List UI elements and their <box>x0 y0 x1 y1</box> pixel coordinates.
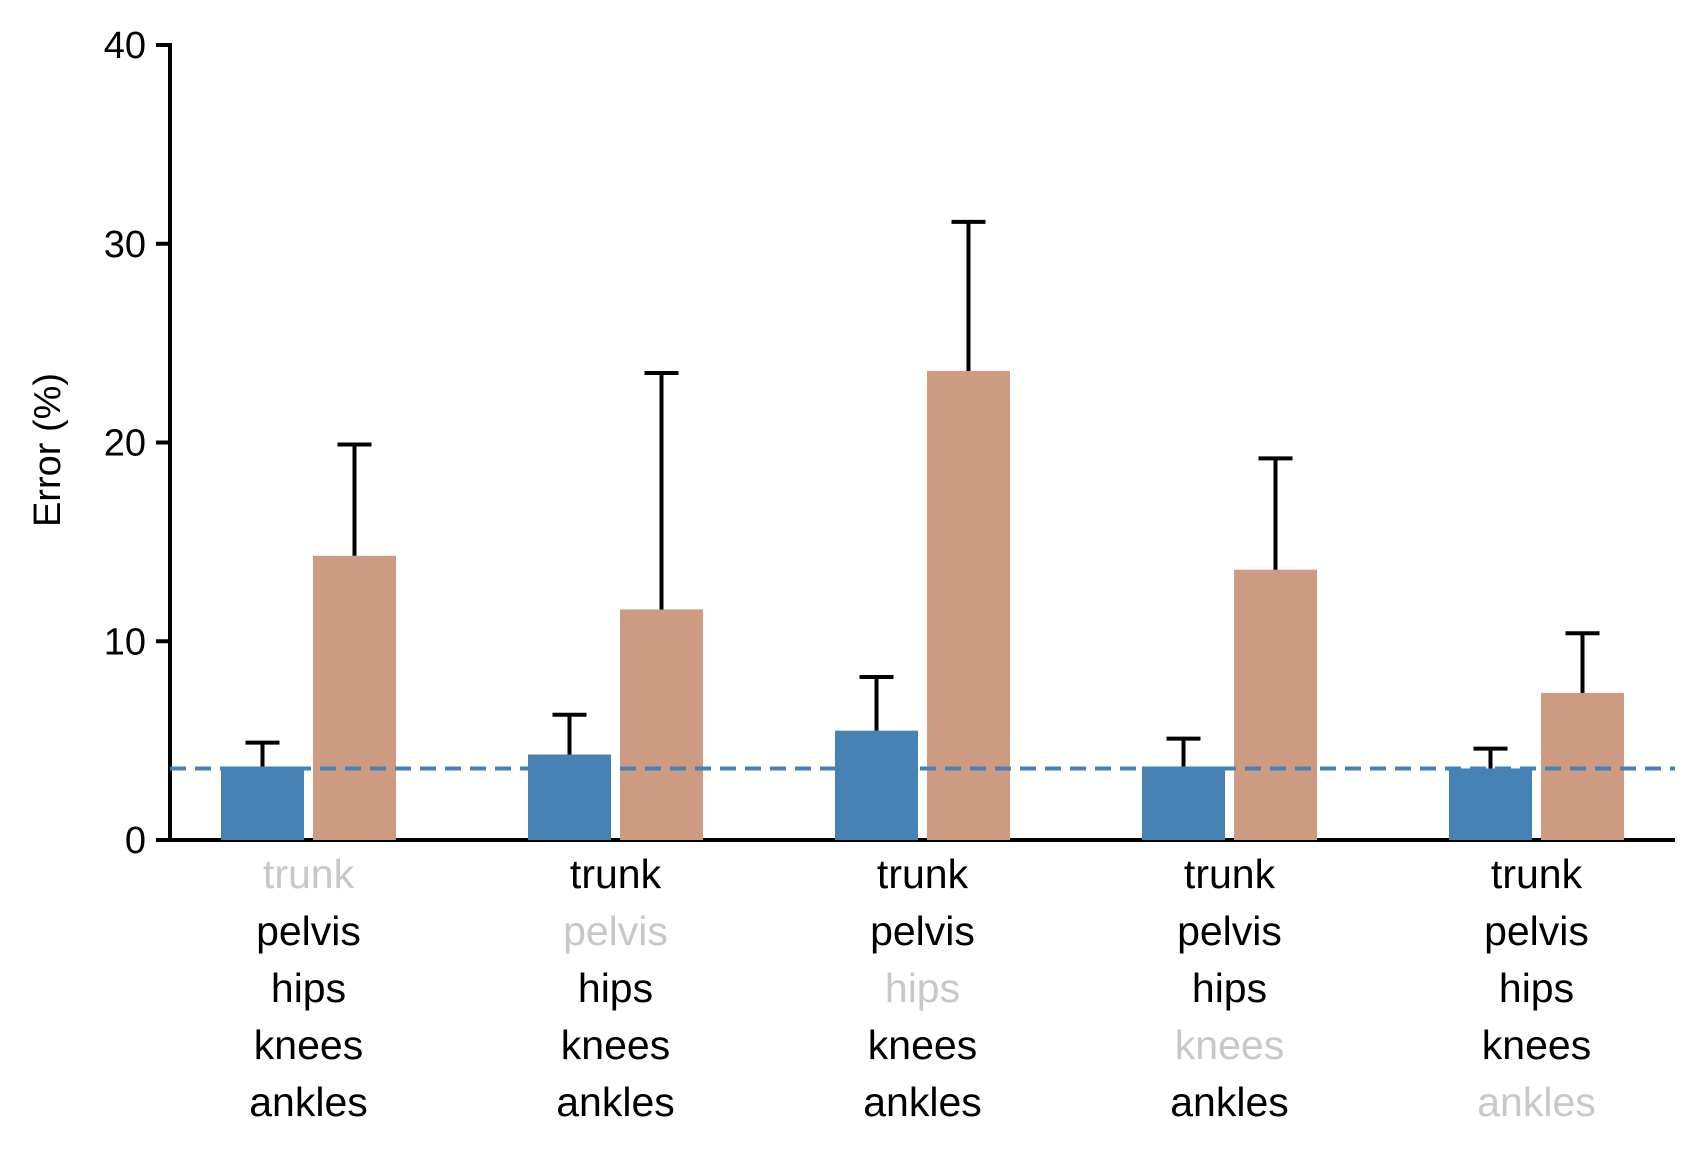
category-label-hips: hips <box>578 965 653 1011</box>
bar <box>1449 768 1532 840</box>
category-label-trunk: trunk <box>1184 851 1276 897</box>
y-tick-label: 10 <box>104 621 146 663</box>
category-label-pelvis: pelvis <box>1177 908 1282 954</box>
category-label-pelvis: pelvis <box>256 908 361 954</box>
y-tick-label: 40 <box>104 25 146 67</box>
bar <box>313 555 396 840</box>
category-label-knees: knees <box>561 1022 670 1068</box>
category-label-hips: hips <box>1499 965 1574 1011</box>
error-bars <box>245 219 1600 769</box>
bar <box>1234 569 1317 840</box>
y-tick-label: 30 <box>104 224 146 266</box>
category-label-trunk: trunk <box>877 851 969 897</box>
category-label-trunk: trunk <box>1491 851 1583 897</box>
bar <box>1142 766 1225 840</box>
category-label-hips: hips <box>1192 965 1267 1011</box>
category-label-pelvis: pelvis <box>563 908 668 954</box>
category-label-hips: hips <box>271 965 346 1011</box>
category-label-hips: hips <box>885 965 960 1011</box>
bar <box>835 730 918 840</box>
category-labels: trunk pelvis hips knees ankles trunk pelvis hip… <box>249 851 1596 1125</box>
axes: 0 10 20 30 40 <box>104 25 1675 862</box>
bar <box>221 766 304 840</box>
category-label-pelvis: pelvis <box>870 908 975 954</box>
category-label-ankles: ankles <box>249 1079 368 1125</box>
category-label-trunk: trunk <box>570 851 662 897</box>
category-label-ankles: ankles <box>1477 1079 1596 1125</box>
category-label-ankles: ankles <box>1170 1079 1289 1125</box>
bar <box>927 370 1010 840</box>
category-label-ankles: ankles <box>556 1079 675 1125</box>
y-tick-label: 0 <box>125 820 146 862</box>
category-label-knees: knees <box>868 1022 977 1068</box>
category-label-trunk: trunk <box>263 851 355 897</box>
category-label-knees: knees <box>1482 1022 1591 1068</box>
category-label-pelvis: pelvis <box>1484 908 1589 954</box>
bar <box>620 609 703 840</box>
y-axis-label: Error (%) <box>27 373 69 527</box>
category-label-knees: knees <box>1175 1022 1284 1068</box>
category-label-ankles: ankles <box>863 1079 982 1125</box>
bars <box>221 370 1624 840</box>
category-label-knees: knees <box>254 1022 363 1068</box>
y-tick-label: 20 <box>104 423 146 465</box>
